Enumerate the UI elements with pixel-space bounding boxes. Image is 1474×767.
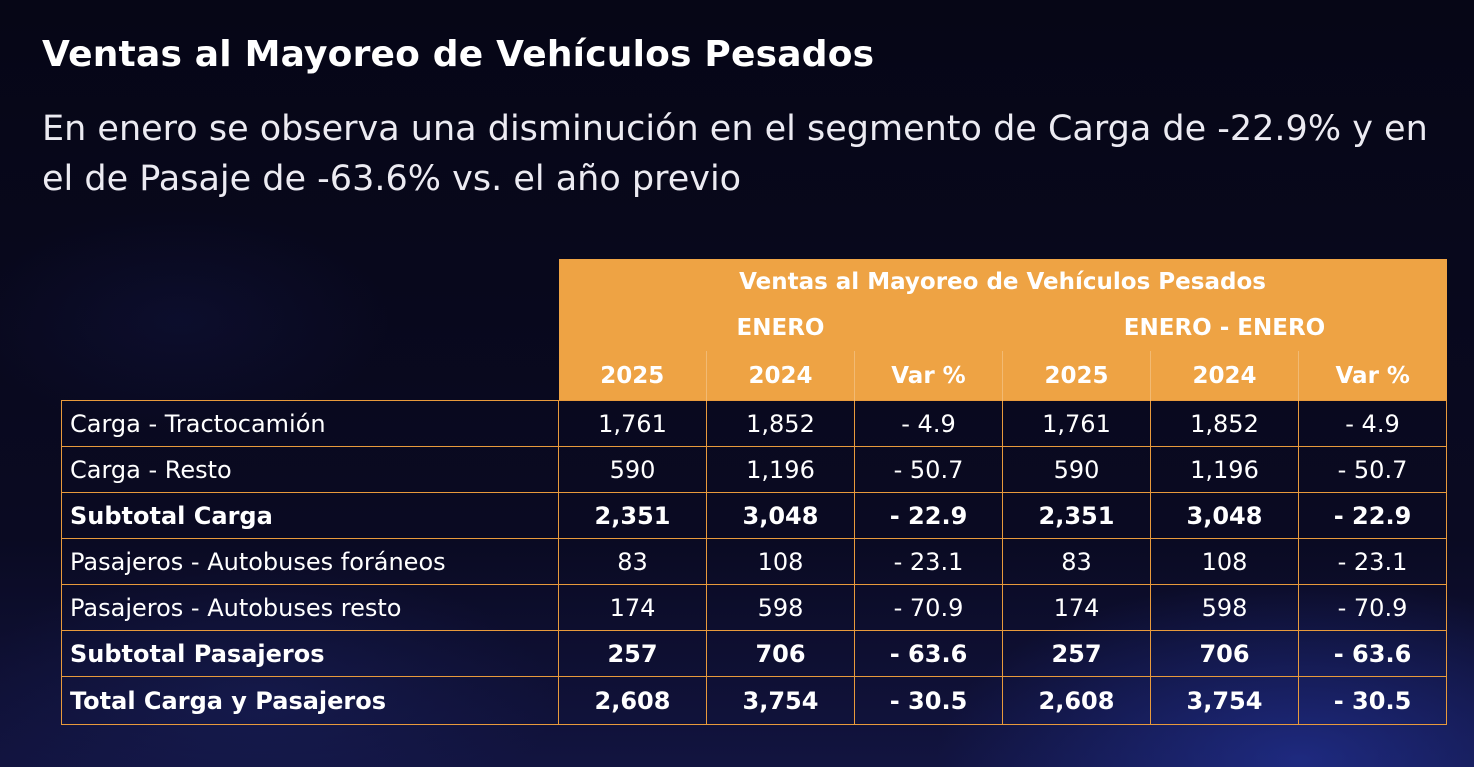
table-row: Carga - Resto 590 1,196 - 50.7 590 1,196… bbox=[61, 446, 1447, 493]
table-cell: 1,196 bbox=[1150, 446, 1299, 493]
table-cell: 257 bbox=[558, 630, 707, 677]
table-row: Pasajeros - Autobuses foráneos 83 108 - … bbox=[61, 538, 1447, 585]
table-cell: 108 bbox=[1150, 538, 1299, 585]
column-header: 2025 bbox=[1002, 351, 1151, 401]
row-label: Pasajeros - Autobuses foráneos bbox=[61, 538, 559, 585]
table-cell: - 23.1 bbox=[854, 538, 1003, 585]
header-blank bbox=[62, 351, 559, 401]
table-cell: - 23.1 bbox=[1298, 538, 1447, 585]
table-cell: 1,196 bbox=[706, 446, 855, 493]
table-cell: - 70.9 bbox=[1298, 584, 1447, 631]
table-cell: - 50.7 bbox=[854, 446, 1003, 493]
table-cell: 2,608 bbox=[558, 676, 707, 725]
group-header-enero: ENERO bbox=[558, 305, 1003, 351]
table-cell: 2,351 bbox=[558, 492, 707, 539]
table-cell: 3,754 bbox=[706, 676, 855, 725]
table-cell: - 30.5 bbox=[1298, 676, 1447, 725]
table-cell: - 4.9 bbox=[854, 400, 1003, 447]
table-cell: 598 bbox=[1150, 584, 1299, 631]
header-blank bbox=[62, 259, 559, 305]
table-cell: 83 bbox=[558, 538, 707, 585]
sales-table: Ventas al Mayoreo de Vehículos Pesados E… bbox=[61, 259, 1447, 725]
table-cell: 2,351 bbox=[1002, 492, 1151, 539]
column-header: Var % bbox=[854, 351, 1003, 401]
column-header: 2024 bbox=[706, 351, 855, 401]
table-cell: 83 bbox=[1002, 538, 1151, 585]
table-cell: 590 bbox=[1002, 446, 1151, 493]
row-label: Carga - Resto bbox=[61, 446, 559, 493]
table-header-title: Ventas al Mayoreo de Vehículos Pesados bbox=[558, 259, 1447, 305]
table-cell: 706 bbox=[1150, 630, 1299, 677]
table-cell: 706 bbox=[706, 630, 855, 677]
table-cell: 3,048 bbox=[706, 492, 855, 539]
subtotal-row: Subtotal Carga 2,351 3,048 - 22.9 2,351 … bbox=[61, 492, 1447, 539]
table-cell: 1,852 bbox=[706, 400, 855, 447]
table-cell: - 22.9 bbox=[854, 492, 1003, 539]
column-header: 2025 bbox=[558, 351, 707, 401]
page-title: Ventas al Mayoreo de Vehículos Pesados bbox=[42, 34, 875, 75]
table-cell: 174 bbox=[1002, 584, 1151, 631]
table-cell: 590 bbox=[558, 446, 707, 493]
table-cell: - 30.5 bbox=[854, 676, 1003, 725]
group-header-enero-enero: ENERO - ENERO bbox=[1002, 305, 1447, 351]
row-label: Total Carga y Pasajeros bbox=[61, 676, 559, 725]
table-row: Carga - Tractocamión 1,761 1,852 - 4.9 1… bbox=[61, 400, 1447, 447]
table-cell: 257 bbox=[1002, 630, 1151, 677]
table-cell: 3,048 bbox=[1150, 492, 1299, 539]
row-label: Subtotal Pasajeros bbox=[61, 630, 559, 677]
table-cell: - 4.9 bbox=[1298, 400, 1447, 447]
table-cell: 3,754 bbox=[1150, 676, 1299, 725]
table-cell: 1,852 bbox=[1150, 400, 1299, 447]
table-row: Pasajeros - Autobuses resto 174 598 - 70… bbox=[61, 584, 1447, 631]
table-cell: 174 bbox=[558, 584, 707, 631]
table-cell: 2,608 bbox=[1002, 676, 1151, 725]
table-cell: - 22.9 bbox=[1298, 492, 1447, 539]
table-cell: 108 bbox=[706, 538, 855, 585]
subtotal-row: Subtotal Pasajeros 257 706 - 63.6 257 70… bbox=[61, 630, 1447, 677]
table-cell: - 70.9 bbox=[854, 584, 1003, 631]
column-header: Var % bbox=[1298, 351, 1447, 401]
page-subtitle: En enero se observa una disminución en e… bbox=[42, 109, 1428, 199]
total-row: Total Carga y Pasajeros 2,608 3,754 - 30… bbox=[61, 676, 1447, 725]
table-cell: - 63.6 bbox=[1298, 630, 1447, 677]
table-cell: 598 bbox=[706, 584, 855, 631]
header-blank bbox=[62, 305, 559, 351]
table-cell: - 63.6 bbox=[854, 630, 1003, 677]
table-cell: - 50.7 bbox=[1298, 446, 1447, 493]
column-header: 2024 bbox=[1150, 351, 1299, 401]
table-cell: 1,761 bbox=[1002, 400, 1151, 447]
row-label: Pasajeros - Autobuses resto bbox=[61, 584, 559, 631]
table-cell: 1,761 bbox=[558, 400, 707, 447]
row-label: Subtotal Carga bbox=[61, 492, 559, 539]
row-label: Carga - Tractocamión bbox=[61, 400, 559, 447]
